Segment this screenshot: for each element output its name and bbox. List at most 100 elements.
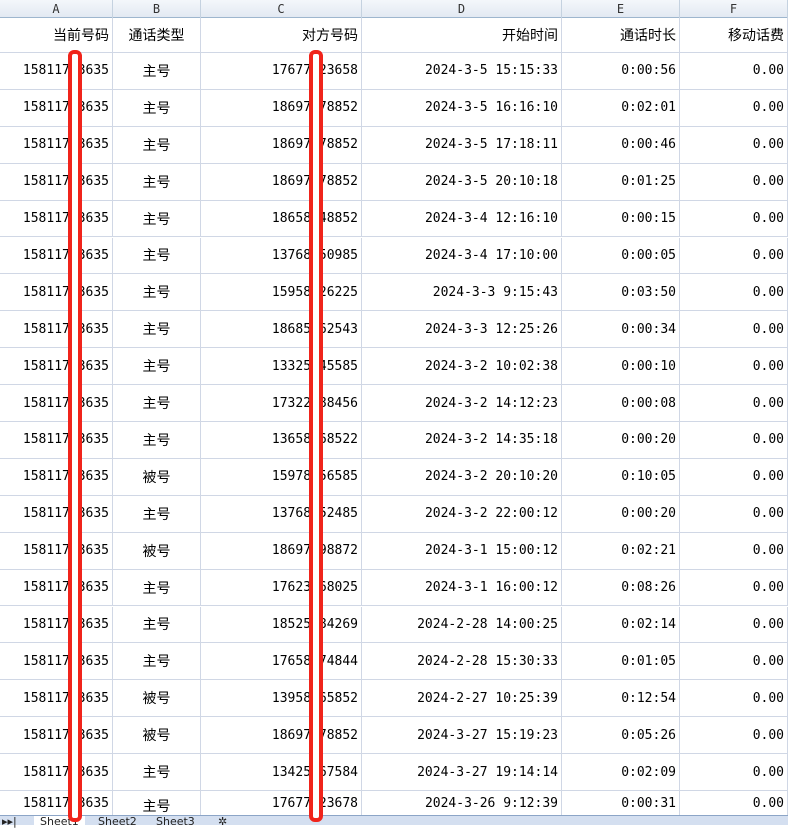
tab-sheet3[interactable]: Sheet3	[156, 815, 195, 828]
cell-A[interactable]: 15811753635	[0, 643, 113, 680]
cell-D[interactable]: 2024-3-4 17:10:00	[362, 237, 562, 274]
cell-E[interactable]: 0:12:54	[562, 680, 680, 717]
cell-E[interactable]: 0:00:20	[562, 495, 680, 532]
cell-B[interactable]: 主号	[113, 422, 201, 458]
cell-A[interactable]: 15811753635	[0, 717, 113, 754]
cell-F[interactable]: 0.00	[680, 754, 788, 790]
column-header-A[interactable]: A	[0, 0, 113, 18]
cell-D[interactable]: 开始时间	[362, 18, 562, 52]
cell-E[interactable]: 0:02:14	[562, 606, 680, 643]
cell-F[interactable]: 0.00	[680, 237, 788, 274]
cell-E[interactable]: 0:00:15	[562, 200, 680, 237]
cell-D[interactable]: 2024-3-3 9:15:43	[362, 274, 562, 311]
cell-F[interactable]: 0.00	[680, 643, 788, 680]
cell-C[interactable]: 对方号码	[201, 18, 362, 52]
column-header-B[interactable]: B	[113, 0, 201, 18]
cell-B[interactable]: 主号	[113, 791, 201, 815]
cell-E[interactable]: 0:00:05	[562, 237, 680, 274]
cell-C[interactable]: 17677123658	[201, 53, 362, 89]
cell-A[interactable]: 15811753635	[0, 163, 113, 200]
insert-sheet-icon[interactable]: ✲	[218, 815, 228, 828]
cell-E[interactable]: 0:01:05	[562, 643, 680, 680]
cell-A[interactable]: 15811753635	[0, 89, 113, 126]
cell-E[interactable]: 0:02:01	[562, 89, 680, 126]
cell-A[interactable]: 当前号码	[0, 18, 113, 52]
tab-sheet2[interactable]: Sheet2	[98, 815, 137, 828]
cell-B[interactable]: 主号	[113, 754, 201, 790]
cell-A[interactable]: 15811753635	[0, 754, 113, 790]
cell-E[interactable]: 0:00:56	[562, 53, 680, 89]
cell-B[interactable]: 主号	[113, 569, 201, 606]
cell-B[interactable]: 主号	[113, 126, 201, 163]
cell-B[interactable]: 被号	[113, 532, 201, 569]
cell-B[interactable]: 被号	[113, 680, 201, 717]
cell-E[interactable]: 0:02:21	[562, 532, 680, 569]
cell-B[interactable]: 主号	[113, 348, 201, 385]
cell-D[interactable]: 2024-3-2 10:02:38	[362, 348, 562, 385]
cell-A[interactable]: 15811753635	[0, 791, 113, 815]
cell-A[interactable]: 15811753635	[0, 237, 113, 274]
cell-D[interactable]: 2024-3-3 12:25:26	[362, 311, 562, 348]
cell-C[interactable]: 18697378852	[201, 163, 362, 200]
cell-A[interactable]: 15811753635	[0, 422, 113, 458]
cell-C[interactable]: 13658568522	[201, 422, 362, 458]
cell-D[interactable]: 2024-3-5 17:18:11	[362, 126, 562, 163]
cell-C[interactable]: 18697398872	[201, 532, 362, 569]
cell-D[interactable]: 2024-3-26 9:12:39	[362, 791, 562, 815]
cell-F[interactable]: 0.00	[680, 569, 788, 606]
cell-C[interactable]: 18697378852	[201, 89, 362, 126]
cell-D[interactable]: 2024-3-27 15:19:23	[362, 717, 562, 754]
cell-B[interactable]: 主号	[113, 163, 201, 200]
cell-B[interactable]: 主号	[113, 311, 201, 348]
cell-A[interactable]: 15811753635	[0, 200, 113, 237]
cell-F[interactable]: 0.00	[680, 89, 788, 126]
cell-F[interactable]: 0.00	[680, 458, 788, 495]
cell-C[interactable]: 18697378852	[201, 126, 362, 163]
cell-E[interactable]: 0:03:50	[562, 274, 680, 311]
cell-D[interactable]: 2024-3-1 15:00:12	[362, 532, 562, 569]
cell-D[interactable]: 2024-3-5 16:16:10	[362, 89, 562, 126]
cell-B[interactable]: 主号	[113, 495, 201, 532]
cell-E[interactable]: 0:00:46	[562, 126, 680, 163]
cell-F[interactable]: 0.00	[680, 495, 788, 532]
cell-B[interactable]: 主号	[113, 385, 201, 421]
cell-C[interactable]: 15958426225	[201, 274, 362, 311]
cell-B[interactable]: 主号	[113, 606, 201, 643]
cell-F[interactable]: 0.00	[680, 717, 788, 754]
cell-C[interactable]: 18697378852	[201, 717, 362, 754]
cell-F[interactable]: 0.00	[680, 791, 788, 815]
cell-A[interactable]: 15811753635	[0, 385, 113, 421]
cell-C[interactable]: 17623568025	[201, 569, 362, 606]
cell-C[interactable]: 13958265852	[201, 680, 362, 717]
cell-E[interactable]: 0:10:05	[562, 458, 680, 495]
cell-B[interactable]: 主号	[113, 643, 201, 680]
cell-A[interactable]: 15811753635	[0, 495, 113, 532]
cell-B[interactable]: 被号	[113, 717, 201, 754]
column-header-C[interactable]: C	[201, 0, 362, 18]
cell-A[interactable]: 15811753635	[0, 53, 113, 89]
cell-B[interactable]: 主号	[113, 237, 201, 274]
cell-D[interactable]: 2024-2-28 14:00:25	[362, 606, 562, 643]
cell-A[interactable]: 15811753635	[0, 348, 113, 385]
cell-C[interactable]: 18685562543	[201, 311, 362, 348]
cell-C[interactable]: 13768252485	[201, 495, 362, 532]
cell-F[interactable]: 0.00	[680, 422, 788, 458]
cell-C[interactable]: 18525584269	[201, 606, 362, 643]
cell-F[interactable]: 0.00	[680, 200, 788, 237]
cell-D[interactable]: 2024-2-28 15:30:33	[362, 643, 562, 680]
column-header-F[interactable]: F	[680, 0, 788, 18]
cell-F[interactable]: 0.00	[680, 274, 788, 311]
cell-E[interactable]: 0:00:34	[562, 311, 680, 348]
cell-C[interactable]: 17658474844	[201, 643, 362, 680]
cell-D[interactable]: 2024-3-5 20:10:18	[362, 163, 562, 200]
cell-E[interactable]: 通话时长	[562, 18, 680, 52]
cell-D[interactable]: 2024-3-2 14:35:18	[362, 422, 562, 458]
column-header-E[interactable]: E	[562, 0, 680, 18]
cell-F[interactable]: 0.00	[680, 163, 788, 200]
cell-F[interactable]: 0.00	[680, 311, 788, 348]
cell-C[interactable]: 13325545585	[201, 348, 362, 385]
cell-B[interactable]: 主号	[113, 200, 201, 237]
cell-B[interactable]: 主号	[113, 53, 201, 89]
cell-B[interactable]: 主号	[113, 89, 201, 126]
cell-E[interactable]: 0:01:25	[562, 163, 680, 200]
